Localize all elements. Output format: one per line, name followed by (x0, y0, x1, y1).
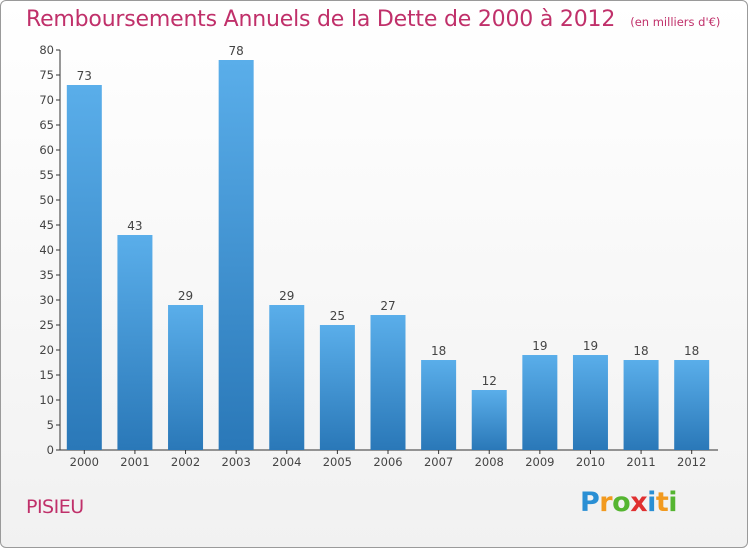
chart-title: Remboursements Annuels de la Dette de 20… (26, 7, 616, 32)
x-tick-label: 2007 (424, 455, 453, 469)
data-label: 12 (482, 374, 497, 388)
y-tick-label: 50 (39, 193, 54, 207)
bar (572, 355, 608, 450)
logo-letter: i (668, 487, 678, 518)
data-label: 29 (178, 289, 193, 303)
x-tick-label: 2002 (171, 455, 200, 469)
bar (623, 360, 659, 450)
bar (117, 235, 153, 450)
y-tick-label: 25 (39, 318, 54, 332)
y-tick-label: 10 (39, 393, 54, 407)
bar (471, 390, 507, 450)
logo-letter: r (599, 487, 613, 518)
logo-letter: P (580, 487, 600, 518)
bar (218, 60, 254, 450)
y-tick-label: 5 (47, 418, 54, 432)
data-label: 78 (229, 44, 244, 58)
y-tick-label: 65 (39, 118, 54, 132)
x-tick-label: 2012 (677, 455, 706, 469)
data-label: 18 (633, 344, 648, 358)
y-tick-label: 55 (39, 168, 54, 182)
chart-title-block: Remboursements Annuels de la Dette de 20… (26, 7, 720, 32)
logo-letter: t (655, 487, 669, 518)
x-tick-label: 2009 (525, 455, 554, 469)
data-label: 27 (380, 299, 395, 313)
bar (674, 360, 710, 450)
y-tick-label: 35 (39, 268, 54, 282)
logo-letter: i (647, 487, 656, 518)
bars: 73 43 29 78 29 25 27 18 12 19 19 18 18 (66, 44, 710, 450)
y-tick-label: 30 (39, 293, 54, 307)
bar (370, 315, 406, 450)
proxiti-logo: Proxiti (580, 487, 678, 518)
y-tick-label: 70 (39, 93, 54, 107)
bar (168, 305, 204, 450)
y-tick-label: 40 (39, 243, 54, 257)
data-label: 43 (127, 219, 142, 233)
y-tick-label: 75 (39, 68, 54, 82)
bar (66, 85, 102, 450)
data-label: 29 (279, 289, 294, 303)
y-tick-label: 20 (39, 343, 54, 357)
logo-letter: x (630, 487, 648, 518)
x-tick-label: 2003 (222, 455, 251, 469)
data-label: 19 (583, 339, 598, 353)
y-tick-label: 80 (39, 43, 54, 57)
bar (269, 305, 305, 450)
x-tick-label: 2010 (576, 455, 605, 469)
bar (421, 360, 457, 450)
chart-subtitle: (en milliers d'€) (630, 15, 721, 29)
data-label: 18 (431, 344, 446, 358)
data-label: 25 (330, 309, 345, 323)
commune-name: PISIEU (26, 496, 84, 518)
logo-letter: o (612, 487, 631, 518)
x-tick-label: 2006 (373, 455, 402, 469)
y-tick-label: 60 (39, 143, 54, 157)
bar (522, 355, 558, 450)
data-label: 19 (532, 339, 547, 353)
y-tick-label: 0 (47, 443, 54, 457)
y-tick-label: 45 (39, 218, 54, 232)
x-tick-label: 2011 (626, 455, 655, 469)
y-tick-label: 15 (39, 368, 54, 382)
bar (319, 325, 355, 450)
x-tick-label: 2004 (272, 455, 301, 469)
data-label: 73 (77, 69, 92, 83)
x-tick-label: 2001 (120, 455, 149, 469)
x-tick-label: 2000 (70, 455, 99, 469)
data-label: 18 (684, 344, 699, 358)
x-tick-label: 2005 (323, 455, 352, 469)
x-tick-label: 2008 (475, 455, 504, 469)
